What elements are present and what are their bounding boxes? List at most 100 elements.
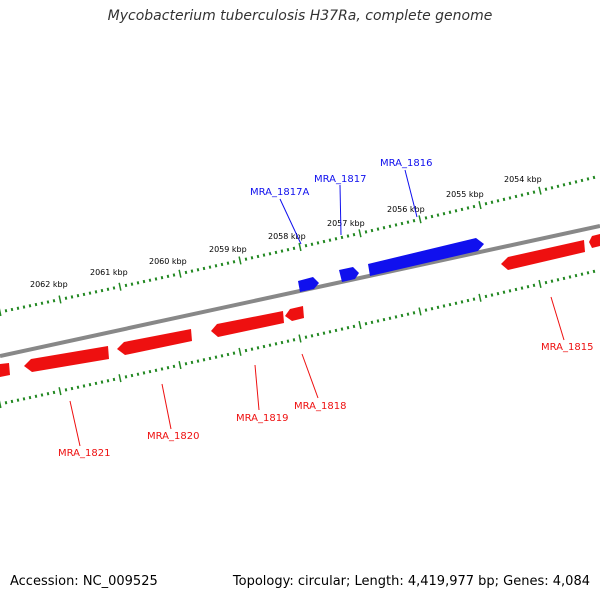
- leader-mra-1815: [550, 296, 565, 341]
- outer-minor-tick: [466, 206, 470, 210]
- inner-minor-tick: [130, 373, 134, 378]
- inner-minor-tick: [364, 322, 368, 326]
- inner-minor-tick: [508, 289, 512, 293]
- gene-label-mra-1818: MRA_1818: [294, 401, 346, 412]
- gene-labels: MRA_1817A MRA_1817 MRA_1816 MRA_1815 MRA…: [58, 158, 593, 459]
- inner-minor-tick: [400, 313, 404, 318]
- inner-minor-tick: [214, 355, 218, 359]
- inner-major-tick: [298, 334, 302, 343]
- outer-minor-tick: [214, 264, 218, 268]
- outer-minor-tick: [46, 300, 50, 304]
- inner-minor-tick: [340, 327, 344, 331]
- outer-minor-tick: [328, 238, 332, 242]
- tick-label-2055: 2055 kbp: [446, 190, 484, 199]
- outer-minor-tick: [130, 282, 134, 286]
- inner-minor-tick: [394, 315, 398, 319]
- inner-major-tick: [238, 347, 242, 356]
- outer-minor-tick: [406, 220, 410, 224]
- outer-minor-tick: [352, 232, 356, 237]
- outer-minor-tick: [28, 304, 32, 308]
- outer-minor-tick: [202, 266, 206, 271]
- outer-minor-tick: [490, 200, 494, 204]
- inner-minor-tick: [568, 275, 572, 279]
- inner-minor-tick: [424, 308, 428, 312]
- outer-minor-tick: [310, 242, 314, 246]
- inner-minor-tick: [316, 332, 320, 337]
- outer-minor-tick: [334, 237, 338, 241]
- inner-minor-tick: [232, 351, 236, 355]
- inner-minor-tick: [388, 316, 392, 320]
- outer-major-tick: [478, 201, 482, 210]
- outer-minor-tick: [286, 248, 290, 252]
- gene-mra-1819-arrow[interactable]: [211, 311, 284, 337]
- outer-minor-tick: [586, 177, 590, 181]
- outer-minor-tick: [424, 216, 428, 220]
- inner-minor-tick: [136, 372, 140, 376]
- outer-minor-tick: [172, 273, 176, 277]
- inner-minor-tick: [322, 331, 326, 335]
- inner-minor-tick: [106, 379, 110, 383]
- outer-minor-tick: [4, 309, 8, 313]
- gene-partial-right-arrow[interactable]: [589, 234, 600, 248]
- outer-major-tick: [298, 242, 302, 252]
- inner-minor-tick: [184, 362, 188, 366]
- inner-major-tick: [178, 360, 182, 370]
- inner-major-tick: [0, 400, 2, 409]
- inner-minor-tick: [46, 392, 50, 396]
- outer-minor-tick: [442, 211, 446, 216]
- gene-mra-1816-arrow[interactable]: [368, 238, 484, 276]
- inner-minor-tick: [550, 279, 554, 283]
- outer-tick-labels: 2062 kbp 2061 kbp 2060 kbp 2059 kbp 2058…: [30, 175, 542, 289]
- outer-minor-tick: [436, 213, 440, 217]
- inner-minor-tick: [172, 364, 176, 369]
- gene-mra-1817a-arrow[interactable]: [298, 277, 319, 292]
- inner-minor-tick: [226, 352, 230, 357]
- inner-minor-tick: [592, 269, 596, 274]
- inner-minor-tick: [436, 305, 440, 310]
- inner-minor-tick: [520, 286, 524, 290]
- inner-minor-tick: [160, 367, 164, 371]
- outer-minor-tick: [76, 294, 80, 298]
- gene-mra-1821-arrow[interactable]: [24, 346, 109, 372]
- inner-minor-tick: [346, 326, 350, 330]
- inner-minor-tick: [34, 394, 38, 398]
- inner-minor-tick: [202, 358, 206, 362]
- inner-minor-tick: [472, 297, 476, 301]
- inner-tick-track: [0, 269, 596, 409]
- outer-minor-tick: [220, 262, 224, 267]
- outer-minor-tick: [502, 197, 506, 202]
- inner-minor-tick: [220, 354, 224, 358]
- outer-minor-tick: [430, 214, 434, 219]
- outer-minor-tick: [562, 183, 566, 187]
- gene-mra-1820-arrow[interactable]: [117, 329, 192, 355]
- inner-minor-tick: [310, 334, 314, 338]
- outer-minor-tick: [94, 290, 98, 294]
- inner-minor-tick: [496, 291, 500, 296]
- outer-minor-tick: [64, 296, 68, 300]
- gene-label-mra-1821: MRA_1821: [58, 448, 110, 459]
- page-title: Mycobacterium tuberculosis H37Ra, comple…: [107, 8, 493, 24]
- inner-minor-tick: [88, 382, 92, 387]
- leader-mra-1819: [254, 364, 260, 411]
- inner-minor-tick: [556, 278, 560, 282]
- inner-minor-tick: [304, 335, 308, 339]
- outer-minor-tick: [388, 224, 392, 229]
- outer-minor-tick: [22, 305, 26, 309]
- outer-minor-tick: [508, 196, 512, 200]
- inner-minor-tick: [412, 311, 416, 315]
- inner-minor-tick: [256, 346, 260, 350]
- outer-major-tick: [358, 229, 362, 238]
- gene-mra-1817-arrow[interactable]: [339, 267, 359, 282]
- tick-label-2061: 2061 kbp: [90, 268, 128, 277]
- inner-minor-tick: [4, 401, 8, 405]
- outer-minor-tick: [448, 210, 452, 214]
- tick-label-2059: 2059 kbp: [209, 245, 247, 254]
- outer-minor-tick: [592, 175, 596, 180]
- outer-major-tick: [238, 256, 242, 265]
- outer-minor-tick: [16, 306, 20, 310]
- gene-partial-left-arrow[interactable]: [0, 363, 10, 377]
- inner-minor-tick: [460, 300, 464, 304]
- gene-mra-1818-arrow[interactable]: [285, 306, 304, 321]
- gene-mra-1815-arrow[interactable]: [501, 240, 585, 270]
- outer-minor-tick: [100, 288, 104, 293]
